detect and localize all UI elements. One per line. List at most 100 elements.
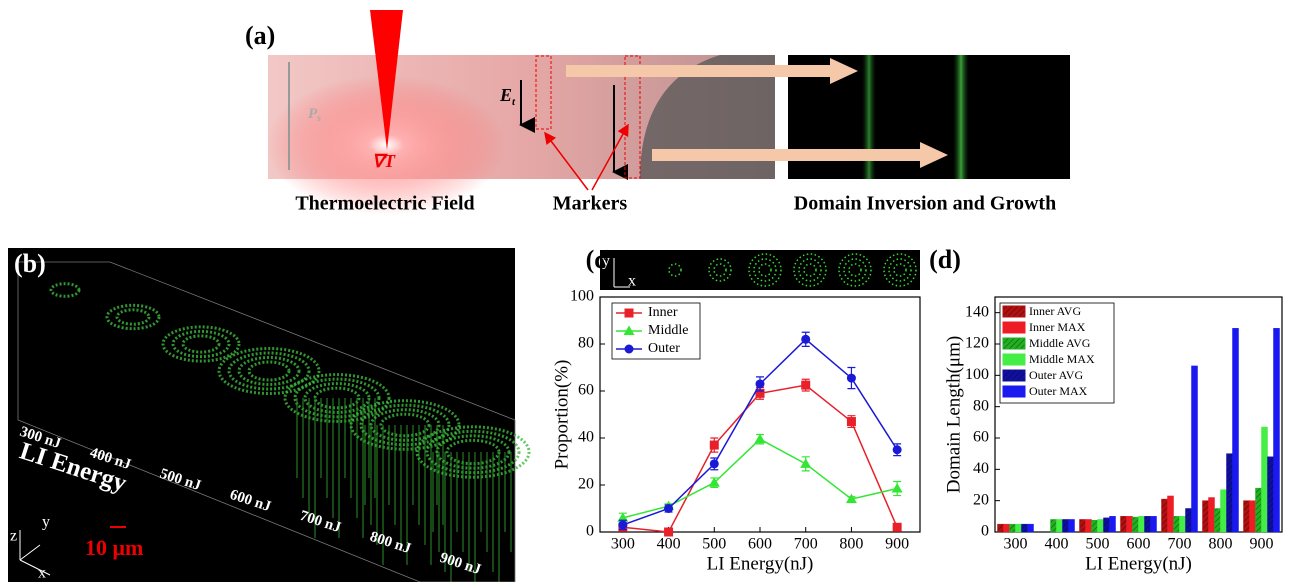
bar [1127,516,1133,532]
x-tick-label: 900 [885,536,909,553]
x-tick-label: 800 [839,536,863,553]
point [618,520,627,529]
bar [1069,519,1075,532]
bar [1145,516,1151,532]
bar [1104,518,1110,532]
bar [1186,509,1192,533]
panel-label: (c) [586,245,615,274]
symbol-grad: ∇T [372,151,396,171]
bar [1227,454,1233,532]
point [710,441,719,450]
y-tick-label: 20 [973,491,989,508]
y-tick-label: 20 [578,476,594,493]
bar [1233,328,1239,532]
panel-label: (a) [245,21,275,50]
bar [1004,524,1010,532]
bar [1063,519,1069,532]
bar [1168,496,1174,532]
point [801,381,810,390]
bar [1274,328,1280,532]
x-tick-label: 400 [1045,536,1069,553]
bar [1209,498,1215,532]
point [756,379,765,388]
legend-label: Middle MAX [1029,352,1095,366]
point [664,528,673,537]
caption: Domain Inversion and Growth [794,193,1056,215]
x-tick-label: 600 [748,536,772,553]
x-tick-label: 300 [1004,536,1028,553]
bar [1121,516,1127,532]
bar [1139,516,1145,532]
bar [1098,519,1104,532]
point [800,458,811,468]
symbol-sub: s [316,113,321,124]
y-tick-label: 40 [578,429,594,446]
caption: Thermoelectric Field [295,193,474,215]
bar [1022,524,1028,532]
domain [953,55,969,179]
bar [1016,524,1022,532]
bar [1203,501,1209,532]
y-tick-label: 60 [973,429,989,446]
bar [1080,519,1086,532]
y-tick-label: 120 [965,335,989,352]
page: {"panel_a": {"label": "(a)", "symbol_p":… [0,0,1294,582]
x-tick-label: 500 [1086,536,1110,553]
x-tick-label: 400 [657,536,681,553]
legend-swatch [1003,386,1025,397]
y-axis-title: Proportion(%) [551,360,572,470]
bar [1086,519,1092,532]
figure: (a) Ps ∇T Et Thermoelectric Field Marker… [0,0,1294,582]
bar [1180,516,1186,532]
x-tick-label: 600 [1127,536,1151,553]
point [710,459,719,468]
legend-label: Inner MAX [1029,320,1086,334]
legend-label: Middle AVG [1029,336,1091,350]
bar [1092,520,1098,532]
bar [1162,499,1168,532]
y-tick-label: 0 [981,523,989,540]
panel-label: (b) [14,249,46,278]
x-tick-label: 300 [611,536,635,553]
point [893,523,902,532]
point [847,374,856,383]
legend-marker [625,309,634,318]
bar [1174,516,1180,532]
point [801,335,810,344]
legend-swatch [1003,370,1025,381]
bar [1221,490,1227,532]
legend-label: Outer MAX [1029,384,1088,398]
y-axis-title: Domain Length(μm) [943,336,964,493]
y-tick-label: 100 [570,288,594,305]
bar [1250,501,1256,532]
legend-label: Inner AVG [1029,304,1081,318]
symbol-e: E [499,85,512,105]
y-tick-label: 80 [578,335,594,352]
y-tick-label: 80 [973,397,989,414]
point [755,434,766,444]
bar [1262,427,1268,532]
bar [1110,516,1116,532]
x-axis-title: LI Energy(nJ) [707,553,814,574]
x-tick-label: 800 [1209,536,1233,553]
axis-glyph-label: z [10,528,17,545]
scale-label: 10 μm [85,535,143,560]
legend-swatch [1003,322,1025,333]
x-tick-label: 500 [702,536,726,553]
point [892,483,903,493]
legend-label: Middle [648,323,688,338]
axis-glyph-label: x [38,565,46,582]
x-tick-label: 700 [1168,536,1192,553]
y-tick-label: 140 [965,303,989,320]
bar [1244,501,1250,532]
x-tick-label: 700 [794,536,818,553]
x-axis-title: LI Energy(nJ) [1085,553,1192,574]
x-tick-label: 900 [1250,536,1274,553]
panel-label: (d) [929,245,961,274]
legend-label: Outer [648,341,680,356]
bar [1215,509,1221,533]
bar [1192,366,1198,532]
legend-swatch [1003,354,1025,365]
series-line [623,439,897,518]
y-tick-label: 0 [586,523,594,540]
